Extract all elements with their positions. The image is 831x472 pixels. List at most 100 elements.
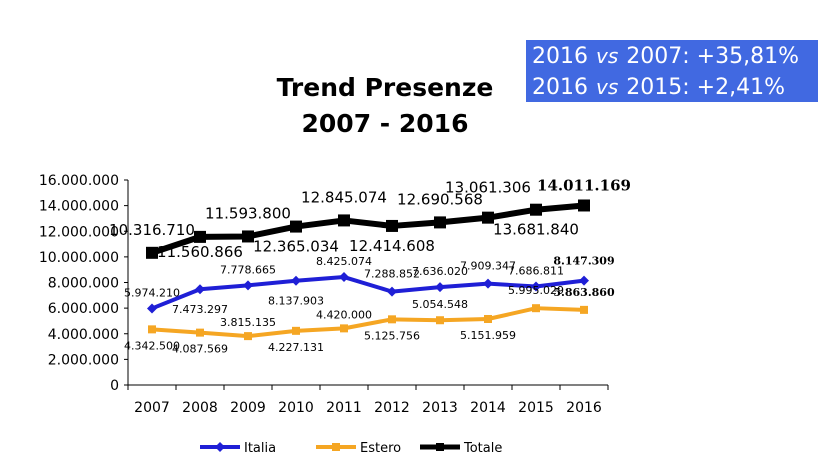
data-point-totale	[482, 211, 494, 224]
data-point-estero	[436, 316, 444, 325]
data-label-italia: 7.778.665	[220, 263, 276, 276]
data-label-estero: 4.420.000	[316, 308, 372, 321]
data-point-italia	[579, 275, 589, 286]
chart-title-line-2: 2007 - 2016	[301, 109, 469, 138]
comparison-year-a: 2016	[532, 75, 588, 100]
legend-marker-italia	[215, 442, 225, 452]
x-tick-label: 2012	[374, 400, 410, 416]
data-label-estero: 5.151.959	[460, 329, 516, 342]
legend-marker-estero	[332, 443, 340, 451]
x-tick-label: 2011	[326, 400, 362, 416]
data-point-totale	[434, 216, 446, 229]
data-point-italia	[483, 278, 493, 289]
x-tick-label: 2013	[422, 400, 458, 416]
data-point-totale	[578, 199, 590, 212]
data-point-estero	[148, 325, 156, 334]
data-point-totale	[530, 203, 542, 216]
data-point-estero	[292, 326, 300, 335]
data-label-estero: 4.342.500	[124, 339, 180, 352]
chart-title: Trend Presenze 2007 - 2016	[240, 70, 530, 142]
comparison-value: +35,81%	[696, 44, 799, 69]
x-tick-label: 2015	[518, 400, 554, 416]
comparison-year-b: 2007:	[626, 44, 690, 69]
data-point-italia	[435, 282, 445, 293]
data-label-estero: 5.863.860	[553, 286, 615, 299]
x-tick-label: 2009	[230, 400, 266, 416]
data-point-italia	[243, 280, 253, 291]
legend-label-totale: Totale	[463, 441, 502, 456]
y-tick-label: 0	[110, 378, 119, 394]
data-label-totale: 13.681.840	[493, 221, 579, 239]
comparison-year-b: 2015:	[626, 75, 690, 100]
data-label-estero: 4.087.569	[172, 343, 228, 356]
x-tick-label: 2016	[566, 400, 602, 416]
comparison-year-a: 2016	[532, 44, 588, 69]
data-point-italia	[195, 284, 205, 295]
data-label-estero: 5.125.756	[364, 329, 420, 342]
comparison-box: 2016 vs 2007: +35,81% 2016 vs 2015: +2,41%	[526, 40, 818, 102]
y-tick-label: 10.000.000	[39, 250, 119, 266]
x-tick-label: 2008	[182, 400, 218, 416]
comparison-vs: vs	[596, 75, 619, 99]
comparison-row-2007: 2016 vs 2007: +35,81%	[532, 41, 818, 72]
data-point-estero	[244, 332, 252, 341]
legend-label-italia: Italia	[244, 441, 276, 456]
x-tick-label: 2010	[278, 400, 314, 416]
data-point-estero	[580, 305, 588, 314]
data-label-italia: 7.473.297	[172, 303, 228, 316]
y-tick-label: 16.000.000	[39, 173, 119, 189]
data-label-totale: 12.845.074	[301, 188, 387, 206]
data-point-totale	[290, 220, 302, 233]
y-tick-label: 12.000.000	[39, 224, 119, 240]
y-tick-label: 6.000.000	[48, 301, 119, 317]
chart-title-line-1: Trend Presenze	[276, 73, 494, 102]
data-label-totale: 12.690.568	[397, 190, 483, 208]
series-line-italia	[151, 275, 585, 311]
y-tick-label: 8.000.000	[48, 276, 119, 292]
data-label-totale: 12.414.608	[349, 237, 435, 255]
data-point-totale	[338, 214, 350, 227]
series-line-totale	[151, 202, 585, 256]
data-label-estero: 3.815.135	[220, 316, 276, 329]
data-label-italia: 7.288.852	[364, 268, 420, 281]
data-point-italia	[387, 286, 397, 297]
data-label-italia: 7.686.811	[508, 265, 564, 278]
data-label-totale: 13.061.306	[445, 179, 531, 197]
data-point-estero	[340, 324, 348, 333]
data-label-estero: 4.227.131	[268, 341, 324, 354]
data-point-estero	[484, 314, 492, 323]
data-point-estero	[196, 328, 204, 337]
data-label-italia: 8.425.074	[316, 255, 372, 268]
y-tick-label: 4.000.000	[48, 327, 119, 343]
data-label-italia: 7.636.020	[412, 265, 468, 278]
comparison-row-2015: 2016 vs 2015: +2,41%	[532, 72, 818, 103]
y-tick-label: 2.000.000	[48, 352, 119, 368]
data-label-totale: 11.560.866	[157, 243, 243, 261]
data-label-italia: 7.909.347	[460, 260, 516, 273]
data-label-totale: 12.365.034	[253, 238, 339, 256]
x-tick-label: 2007	[134, 400, 170, 416]
data-label-estero: 5.054.548	[412, 298, 468, 311]
data-point-totale	[242, 230, 254, 243]
y-tick-label: 14.000.000	[39, 199, 119, 215]
legend-label-estero: Estero	[360, 441, 401, 456]
data-point-italia	[147, 303, 157, 314]
comparison-vs: vs	[596, 44, 619, 68]
data-point-totale	[194, 230, 206, 243]
data-label-italia: 8.137.903	[268, 295, 324, 308]
comparison-value: +2,41%	[696, 75, 785, 100]
data-label-totale: 14.011.169	[537, 176, 631, 194]
series-line-estero	[151, 306, 585, 339]
data-point-estero	[532, 304, 540, 313]
data-label-italia: 8.147.309	[553, 255, 614, 268]
data-point-italia	[531, 281, 541, 292]
data-label-totale: 11.593.800	[205, 204, 291, 222]
data-point-totale	[386, 219, 398, 232]
data-label-totale: 10.316.710	[109, 221, 195, 239]
data-point-italia	[291, 275, 301, 286]
x-tick-label: 2014	[470, 400, 506, 416]
data-point-estero	[388, 315, 396, 324]
data-point-italia	[339, 272, 349, 283]
data-label-italia: 5.974.210	[124, 286, 180, 299]
